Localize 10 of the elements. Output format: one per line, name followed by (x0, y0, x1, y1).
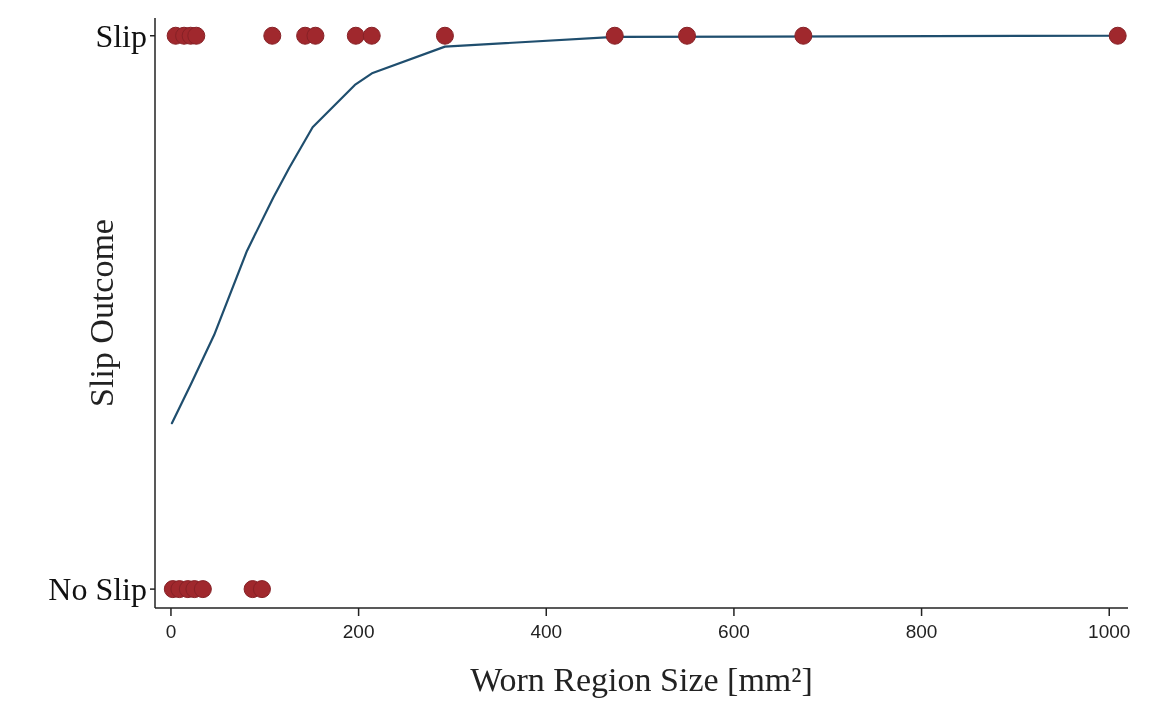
x-tick-label: 800 (905, 621, 938, 642)
text: No Slip (48, 571, 147, 608)
x-axis-title: Worn Region Size [mm²] (470, 661, 813, 698)
x-tick-label: 400 (530, 621, 563, 642)
x-tick-label: 200 (342, 621, 375, 642)
x-tick-label: 600 (718, 621, 750, 642)
x-tick-label: 0 (165, 621, 177, 642)
x-tick-label: 1000 (1088, 621, 1131, 642)
text: Slip (95, 17, 147, 54)
y-axis-title: Slip Outcome (83, 219, 120, 407)
